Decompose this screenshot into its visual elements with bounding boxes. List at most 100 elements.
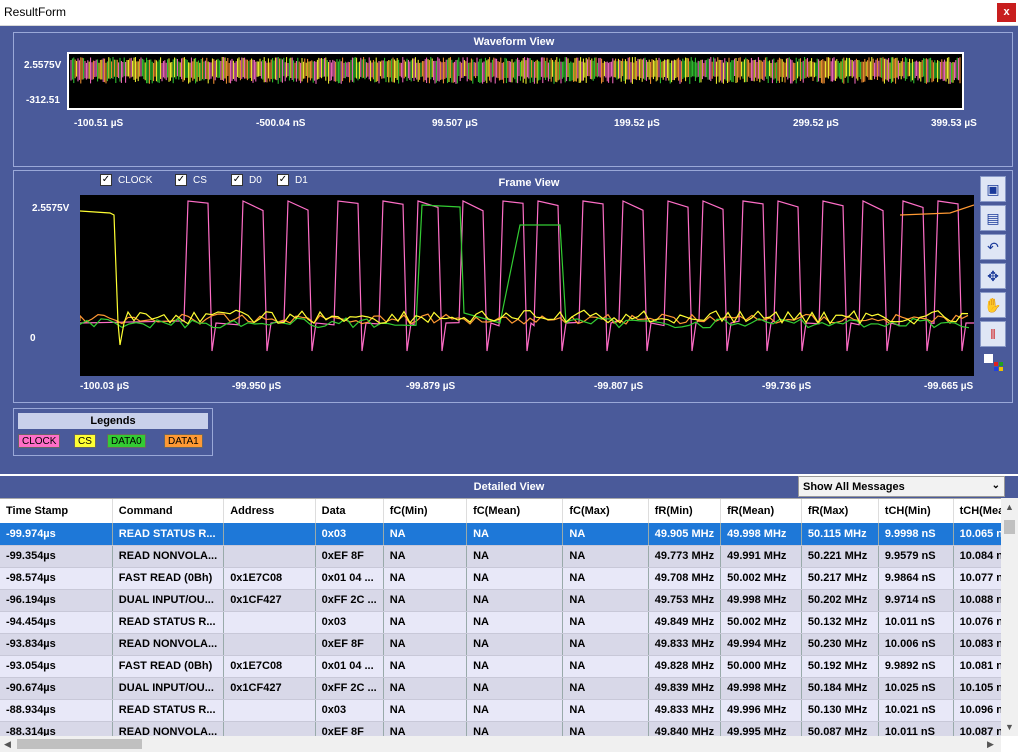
table-cell: 0xFF 2C ... (315, 677, 384, 700)
table-row[interactable]: -93.834µs READ NONVOLA... 0xEF 8F NA NA NA 49.… (0, 633, 1018, 656)
frame-x-tick: -99.950 µS (232, 381, 282, 392)
checkbox-cs[interactable]: ✓ CS (175, 174, 207, 186)
column-header[interactable]: fC(Mean) (466, 499, 564, 523)
checkbox-d0-box[interactable]: ✓ (231, 174, 243, 186)
table-cell: 49.995 MHz (720, 721, 802, 736)
message-filter-select[interactable]: Show All Messages ⌄ (798, 476, 1005, 497)
legend-data1: DATA1 (164, 434, 203, 448)
undo-icon[interactable]: ↶ (980, 234, 1006, 260)
vertical-scroll-thumb[interactable] (1004, 520, 1015, 534)
checkbox-d0[interactable]: ✓ D0 (231, 174, 262, 186)
horizontal-scroll-thumb[interactable] (17, 739, 142, 749)
table-row[interactable]: -94.454µs READ STATUS R... 0x03 NA NA NA 49.84… (0, 611, 1018, 634)
table-cell: READ STATUS R... (112, 523, 225, 546)
vertical-scrollbar[interactable]: ▲ ▼ (1001, 498, 1018, 736)
table-cell: 49.998 MHz (720, 677, 802, 700)
column-header[interactable]: Time Stamp (0, 499, 113, 523)
table-cell: FAST READ (0Bh) (112, 655, 225, 678)
table-cell: 9.9998 nS (878, 523, 954, 546)
table-cell: 49.753 MHz (648, 589, 722, 612)
table-cell: NA (466, 677, 564, 700)
table-row[interactable]: -88.314µs READ NONVOLA... 0xEF 8F NA NA NA 49.… (0, 721, 1018, 736)
table-header-row: Time Stamp Command Address Data fC(Min) fC(Me… (0, 499, 1018, 523)
table-cell: 0x03 (315, 699, 384, 722)
table-cell: 0xFF 2C ... (315, 589, 384, 612)
table-row[interactable]: -93.054µs FAST READ (0Bh) 0x1E7C08 0x01 04 … (0, 655, 1018, 678)
move-icon[interactable]: ✥ (980, 263, 1006, 289)
table-cell: 9.9714 nS (878, 589, 954, 612)
table-cell (223, 721, 316, 736)
table-row[interactable]: -99.974µs READ STATUS R... 0x03 NA NA NA 49.90… (0, 523, 1018, 546)
table-row[interactable]: -98.574µs FAST READ (0Bh) 0x1E7C08 0x01 04 … (0, 567, 1018, 590)
table-cell: NA (383, 721, 468, 736)
waveform-plot[interactable] (67, 52, 964, 110)
scroll-right-icon[interactable]: ▶ (987, 739, 994, 749)
table-cell: 50.115 MHz (801, 523, 879, 546)
hand-icon[interactable]: ✋ (980, 292, 1006, 318)
column-header[interactable]: fC(Min) (383, 499, 468, 523)
scroll-left-icon[interactable]: ◀ (4, 739, 11, 749)
table-cell: 50.221 MHz (801, 545, 879, 568)
table-cell: 49.998 MHz (720, 589, 802, 612)
checkbox-clock-box[interactable]: ✓ (100, 174, 112, 186)
table-cell: 0x01 04 ... (315, 655, 384, 678)
table-row[interactable]: -90.674µs DUAL INPUT/OU... 0x1CF427 0xFF 2C… (0, 677, 1018, 700)
table-cell: 0x01 04 ... (315, 567, 384, 590)
frame-plot[interactable] (79, 195, 975, 376)
checkbox-clock[interactable]: ✓ CLOCK (100, 174, 152, 186)
cursor-marker-icon[interactable]: ‖ (980, 321, 1006, 347)
table-cell: 50.130 MHz (801, 699, 879, 722)
data1-trace (79, 204, 975, 325)
frame-x-tick: -99.665 µS (924, 381, 974, 392)
table-row[interactable]: -96.194µs DUAL INPUT/OU... 0x1CF427 0xFF 2C… (0, 589, 1018, 612)
table-cell: NA (383, 655, 468, 678)
table-row[interactable]: -88.934µs READ STATUS R... 0x03 NA NA NA 49.83… (0, 699, 1018, 722)
table-cell: 9.9579 nS (878, 545, 954, 568)
checkbox-d1[interactable]: ✓ D1 (277, 174, 308, 186)
camera-icon[interactable]: ▣ (980, 176, 1006, 202)
checkbox-d1-box[interactable]: ✓ (277, 174, 289, 186)
table-cell: 0xEF 8F (315, 721, 384, 736)
table-cell: 0x03 (315, 611, 384, 634)
close-button[interactable]: x (997, 3, 1016, 22)
column-header[interactable]: tCH(Min) (878, 499, 954, 523)
legend-title: Legends (18, 413, 208, 429)
column-header[interactable]: fR(Max) (801, 499, 879, 523)
color-palette-icon[interactable] (980, 350, 1006, 376)
frame-x-tick: -99.879 µS (406, 381, 456, 392)
column-header[interactable]: Address (223, 499, 316, 523)
table-cell: 9.9892 nS (878, 655, 954, 678)
frame-x-tick: -99.807 µS (594, 381, 644, 392)
checkbox-cs-box[interactable]: ✓ (175, 174, 187, 186)
table-cell: 50.132 MHz (801, 611, 879, 634)
table-cell: READ NONVOLA... (112, 721, 225, 736)
monitor-icon[interactable]: ▤ (980, 205, 1006, 231)
table-cell: READ STATUS R... (112, 611, 225, 634)
table-row[interactable]: -99.354µs READ NONVOLA... 0xEF 8F NA NA NA 49.… (0, 545, 1018, 568)
frame-y-zero: 0 (30, 333, 36, 344)
table-cell: NA (562, 523, 649, 546)
column-header[interactable]: Command (112, 499, 225, 523)
scroll-down-icon[interactable]: ▼ (1005, 722, 1014, 732)
table-cell: NA (383, 545, 468, 568)
table-cell: NA (466, 523, 564, 546)
title-bar: ResultForm x (0, 0, 1018, 26)
column-header[interactable]: fC(Max) (562, 499, 649, 523)
table-cell: 49.996 MHz (720, 699, 802, 722)
table-cell: 49.905 MHz (648, 523, 722, 546)
horizontal-scrollbar[interactable]: ◀ ▶ (0, 736, 1001, 752)
column-header[interactable]: Data (315, 499, 384, 523)
table-cell: 49.998 MHz (720, 523, 802, 546)
table-cell: NA (383, 633, 468, 656)
column-header[interactable]: fR(Mean) (720, 499, 802, 523)
table-cell: READ NONVOLA... (112, 545, 225, 568)
scroll-up-icon[interactable]: ▲ (1005, 502, 1014, 512)
column-header[interactable]: fR(Min) (648, 499, 722, 523)
table-cell: FAST READ (0Bh) (112, 567, 225, 590)
table-cell: 0x1CF427 (223, 589, 316, 612)
table-cell: 10.021 nS (878, 699, 954, 722)
table-cell: 10.011 nS (878, 721, 954, 736)
table-cell: 50.000 MHz (720, 655, 802, 678)
table-cell: NA (562, 567, 649, 590)
table-cell: NA (383, 567, 468, 590)
